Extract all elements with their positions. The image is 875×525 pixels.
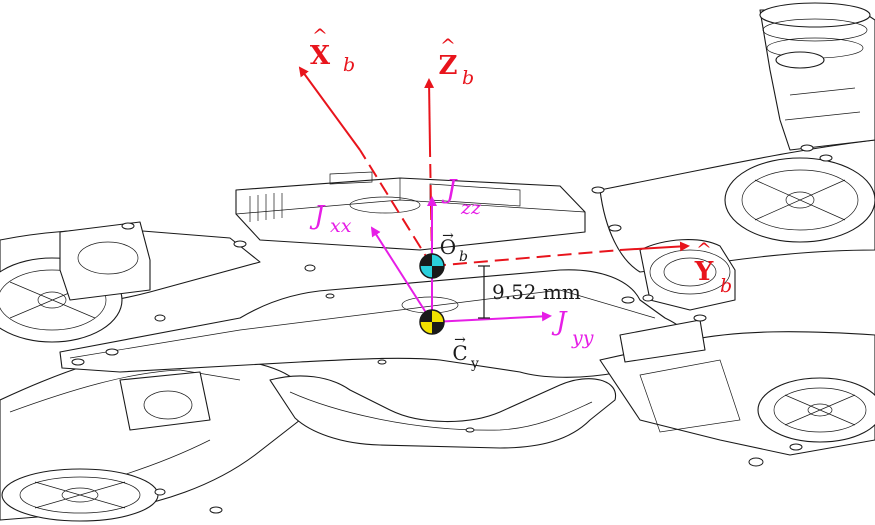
jyy-arrow xyxy=(431,311,552,323)
body-axes xyxy=(298,66,690,267)
y-axis-arrow xyxy=(619,241,690,252)
distance-label: 9.52 mm xyxy=(492,280,581,304)
svg-text:→: → xyxy=(442,228,454,244)
svg-text:y: y xyxy=(470,356,479,372)
z-axis-arrow xyxy=(424,78,435,151)
svg-text:b: b xyxy=(720,275,732,297)
svg-text:→: → xyxy=(454,332,466,348)
motor-mount-right xyxy=(639,239,736,311)
cg-label: → C y xyxy=(452,332,479,372)
svg-text:^: ^ xyxy=(440,35,456,57)
svg-text:xx: xx xyxy=(330,215,352,237)
z-axis-label: ^ Z b xyxy=(439,35,475,89)
x-axis-dashed xyxy=(359,149,433,267)
bolts xyxy=(71,144,833,514)
electronics-box xyxy=(235,177,586,251)
svg-text:Z: Z xyxy=(439,51,458,81)
y-axis-label: ^ Y b xyxy=(694,239,732,297)
svg-text:J: J xyxy=(309,201,326,231)
svg-text:b: b xyxy=(343,54,355,76)
svg-text:X: X xyxy=(310,41,331,71)
rotor-lower-right xyxy=(757,377,875,443)
motor-tower-top-right xyxy=(759,9,875,151)
quartered-circle-cyan-icon xyxy=(419,253,445,279)
motor-mount-left xyxy=(59,221,151,301)
quartered-circle-yellow-icon xyxy=(419,309,445,335)
svg-text:^: ^ xyxy=(696,239,712,261)
svg-text:^: ^ xyxy=(312,25,328,47)
jxx-label: J xx xyxy=(309,201,352,237)
svg-text:J: J xyxy=(441,175,458,205)
svg-text:b: b xyxy=(462,67,474,89)
jzz-label: J zz xyxy=(441,175,482,219)
distance-bracket xyxy=(478,265,490,319)
jyy-label: J yy xyxy=(551,307,594,349)
y-axis-dashed xyxy=(431,249,621,267)
jxx-arrow xyxy=(370,226,433,323)
svg-text:Y: Y xyxy=(694,257,714,287)
x-axis-label: ^ X b xyxy=(310,25,355,76)
lower-plate xyxy=(269,375,617,449)
svg-text:zz: zz xyxy=(460,197,482,219)
svg-text:C: C xyxy=(452,341,467,365)
origin-label: → O b xyxy=(440,228,468,265)
svg-text:yy: yy xyxy=(571,327,594,349)
x-axis-arrow xyxy=(298,66,361,151)
svg-text:b: b xyxy=(459,249,468,265)
z-axis-dashed xyxy=(429,149,433,263)
svg-text:O: O xyxy=(440,235,456,259)
svg-text:J: J xyxy=(551,307,568,337)
